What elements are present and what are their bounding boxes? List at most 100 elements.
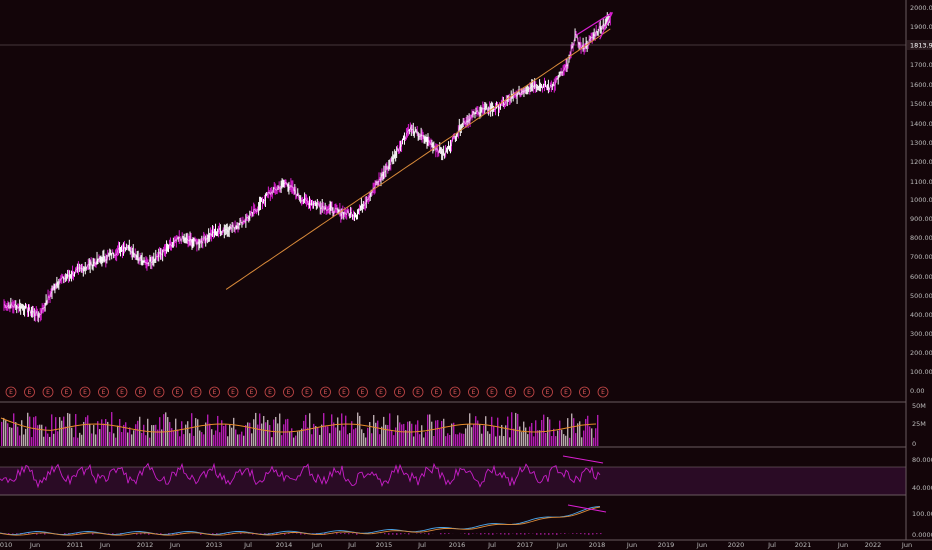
earnings-badge[interactable]: E — [542, 386, 553, 398]
earnings-badge[interactable]: E — [116, 386, 128, 398]
volume-bar — [357, 412, 359, 446]
volume-bar — [127, 432, 129, 446]
volume-bar — [53, 433, 55, 446]
volume-bar — [495, 436, 497, 446]
volume-bar — [265, 422, 267, 446]
volume-bar — [595, 428, 597, 446]
volume-bar — [345, 415, 347, 446]
earnings-badge-circle — [283, 386, 294, 398]
earnings-badge[interactable]: E — [61, 386, 72, 398]
earnings-badge[interactable]: E — [5, 386, 17, 398]
price-tick-label: 2000.00 — [910, 4, 932, 12]
volume-bar — [359, 415, 361, 446]
earnings-badge[interactable]: E — [468, 386, 479, 398]
earnings-badge[interactable]: E — [320, 386, 331, 398]
earnings-badge[interactable]: E — [505, 386, 516, 398]
macd-histogram-bar — [288, 533, 290, 534]
volume-bar — [55, 417, 57, 446]
volume-bar — [331, 414, 333, 446]
volume-bar — [471, 427, 473, 446]
price-tick-label: 300.00 — [910, 330, 932, 338]
volume-bar — [215, 430, 217, 446]
volume-bar — [83, 421, 85, 446]
earnings-badge[interactable]: E — [246, 386, 257, 398]
time-tick-label: 2021 — [795, 541, 812, 549]
earnings-badge-circle — [79, 386, 91, 398]
earnings-badge[interactable]: E — [523, 386, 535, 398]
macd-histogram-bar — [300, 533, 302, 535]
volume-bar — [305, 414, 307, 446]
macd-histogram-bar — [28, 533, 30, 535]
time-tick-label: Jul — [417, 541, 426, 549]
volume-bar — [93, 424, 95, 446]
volume-bar — [457, 434, 459, 446]
volume-bar — [489, 433, 491, 446]
earnings-badge[interactable]: E — [486, 386, 498, 398]
earnings-badge[interactable]: E — [24, 386, 35, 398]
volume-bar — [447, 433, 449, 446]
volume-bar — [113, 433, 115, 446]
time-tick-label: 2014 — [276, 541, 293, 549]
volume-bar — [493, 426, 495, 446]
volume-bar — [135, 424, 137, 446]
volume-bar — [521, 432, 523, 446]
volume-bar — [463, 433, 465, 446]
volume-bar — [325, 425, 327, 446]
volume-bar — [587, 415, 589, 446]
earnings-badge[interactable]: E — [283, 386, 294, 398]
earnings-badge[interactable]: E — [375, 386, 387, 398]
volume-bar — [565, 435, 567, 446]
volume-bar — [401, 424, 403, 446]
earnings-badge[interactable]: E — [190, 386, 202, 398]
time-tick-label: Jun — [837, 541, 848, 549]
earnings-badge[interactable]: E — [264, 386, 276, 398]
earnings-badge-label: E — [28, 389, 32, 396]
earnings-badge-circle — [190, 386, 202, 398]
macd-histogram-bar — [548, 533, 550, 535]
earnings-badge[interactable]: E — [579, 386, 590, 398]
earnings-badge[interactable]: E — [412, 386, 424, 398]
earnings-badge[interactable]: E — [42, 386, 54, 398]
volume-bar — [3, 417, 5, 446]
volume-bar — [593, 437, 595, 446]
volume-bar — [289, 431, 291, 446]
volume-bar — [335, 427, 337, 446]
earnings-badge[interactable]: E — [357, 386, 368, 398]
volume-bar — [295, 435, 297, 446]
earnings-badge[interactable]: E — [79, 386, 91, 398]
volume-bar — [487, 431, 489, 446]
earnings-badge[interactable]: E — [431, 386, 442, 398]
earnings-badge-circle — [61, 386, 72, 398]
volume-bar — [395, 427, 397, 446]
macd-histogram-bar — [572, 533, 574, 534]
volume-bar — [329, 433, 331, 446]
earnings-badge[interactable]: E — [209, 386, 220, 398]
earnings-badge-label: E — [379, 389, 383, 396]
volume-bar — [397, 415, 399, 446]
earnings-badge-label: E — [65, 389, 69, 396]
macd-histogram-bar — [16, 533, 18, 534]
macd-histogram-bar — [144, 533, 146, 535]
volume-bar — [283, 424, 285, 446]
earnings-badge[interactable]: E — [338, 386, 350, 398]
volume-bar — [151, 425, 153, 446]
price-tick-label: 800.00 — [910, 234, 932, 242]
volume-bar — [261, 423, 263, 446]
earnings-badge[interactable]: E — [449, 386, 461, 398]
macd-histogram-bar — [492, 533, 494, 535]
volume-bar — [267, 419, 269, 446]
volume-bar — [87, 415, 89, 446]
earnings-badge[interactable]: E — [153, 386, 165, 398]
earnings-badge[interactable]: E — [172, 386, 183, 398]
macd-histogram-bar — [400, 533, 402, 535]
earnings-badge[interactable]: E — [394, 386, 405, 398]
earnings-badge[interactable]: E — [597, 386, 609, 398]
earnings-badge[interactable]: E — [135, 386, 146, 398]
earnings-badge[interactable]: E — [560, 386, 572, 398]
earnings-badge-label: E — [453, 389, 457, 396]
earnings-badge[interactable]: E — [98, 386, 109, 398]
earnings-badge[interactable]: E — [227, 386, 239, 398]
volume-bar — [77, 437, 79, 446]
earnings-badge[interactable]: E — [301, 386, 313, 398]
